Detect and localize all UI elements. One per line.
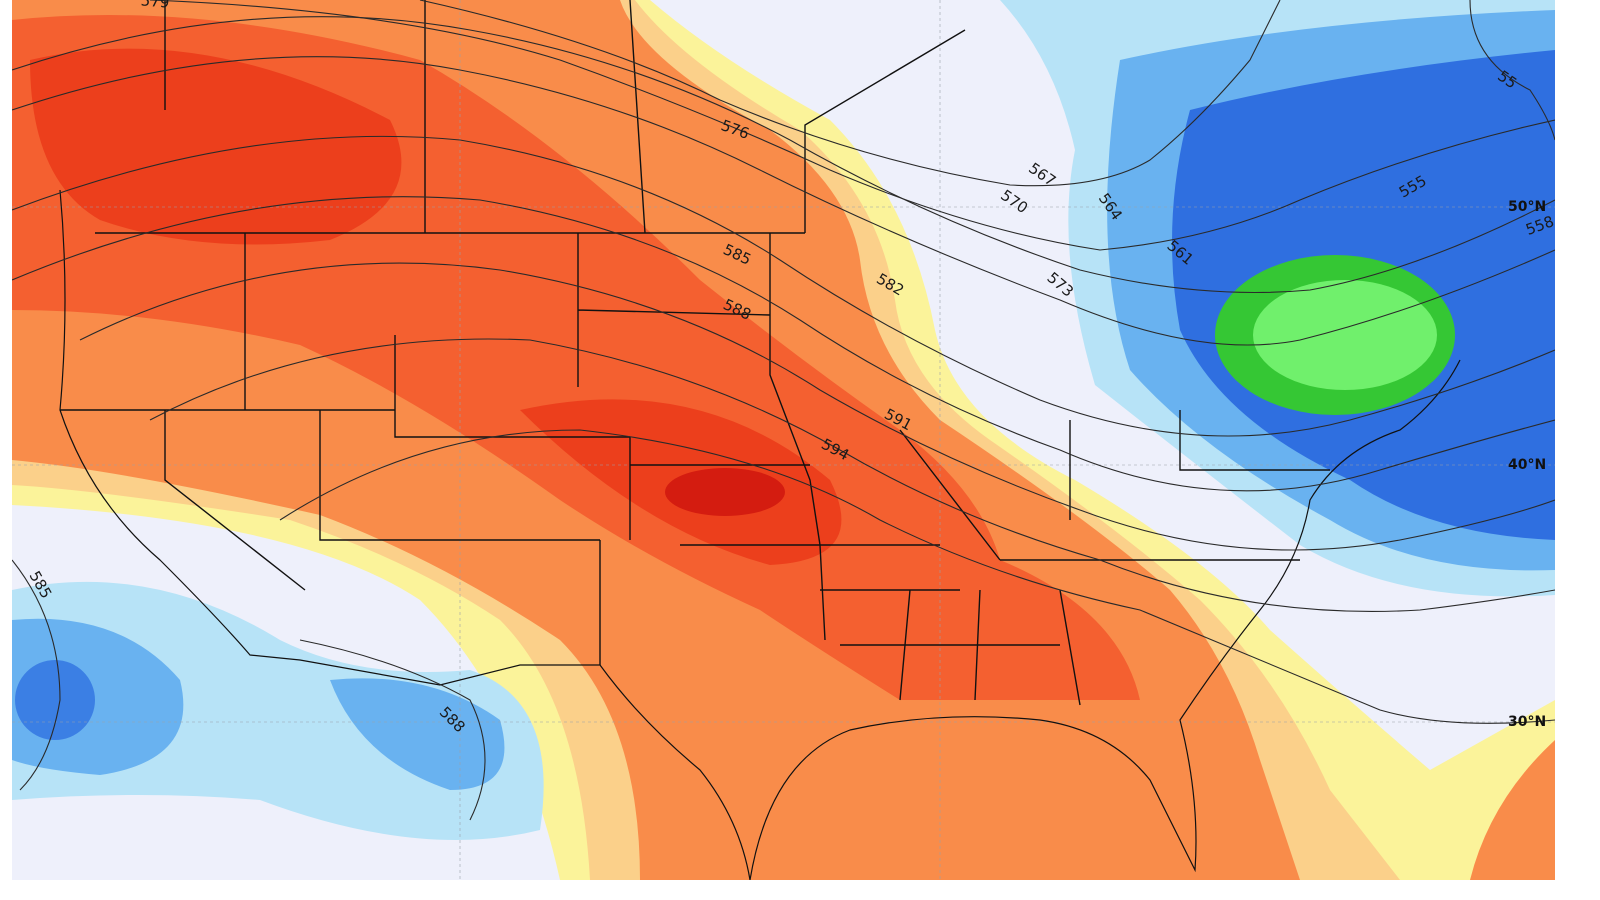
anomaly-light-blue — [12, 581, 544, 840]
anomaly-light-green — [1253, 280, 1437, 390]
graticule — [12, 0, 1555, 880]
anomaly-dark-blue — [15, 660, 95, 740]
anomaly-dark-red — [665, 468, 785, 516]
coastline — [59, 189, 1461, 880]
contour-label: 579 — [140, 0, 170, 12]
anomaly-red — [30, 48, 402, 245]
border — [60, 0, 1330, 706]
anomaly-blue — [330, 678, 505, 790]
latitude-labels: 50°N 40°N 30°N — [1508, 199, 1546, 730]
latitude-label: 40°N — [1508, 457, 1546, 473]
latitude-label: 50°N — [1508, 199, 1546, 215]
anomaly-orange — [1470, 740, 1555, 880]
contours — [12, 0, 1555, 821]
map-field — [12, 0, 1555, 880]
latitude-label: 30°N — [1508, 714, 1546, 730]
